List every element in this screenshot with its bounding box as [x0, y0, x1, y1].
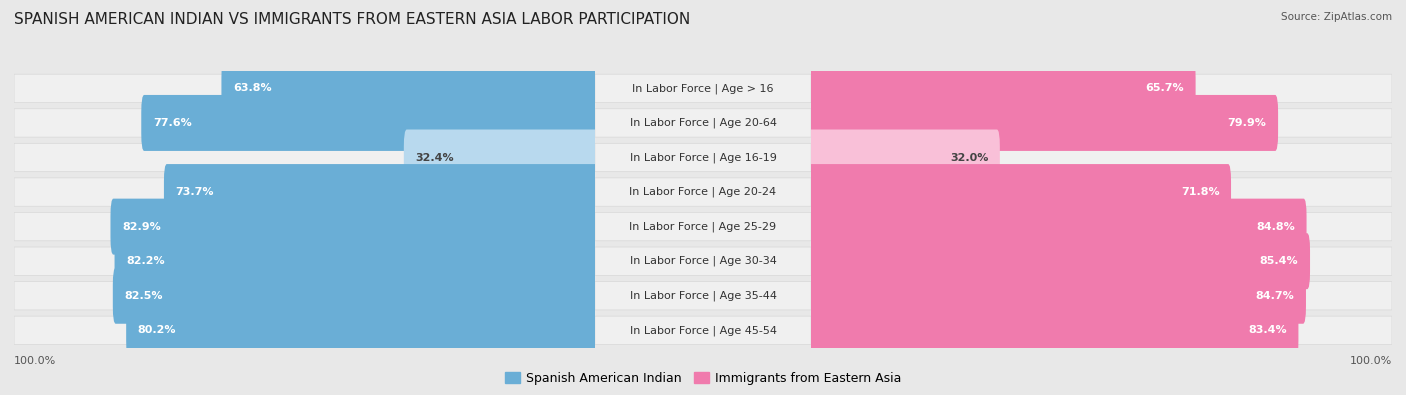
FancyBboxPatch shape	[808, 164, 1232, 220]
FancyBboxPatch shape	[14, 109, 595, 137]
Text: In Labor Force | Age 45-54: In Labor Force | Age 45-54	[630, 325, 776, 336]
FancyBboxPatch shape	[595, 74, 811, 103]
FancyBboxPatch shape	[595, 109, 811, 137]
FancyBboxPatch shape	[165, 164, 598, 220]
FancyBboxPatch shape	[595, 213, 811, 241]
FancyBboxPatch shape	[811, 109, 1392, 137]
Text: 65.7%: 65.7%	[1146, 83, 1184, 93]
FancyBboxPatch shape	[595, 178, 811, 206]
FancyBboxPatch shape	[114, 233, 598, 289]
Text: 85.4%: 85.4%	[1260, 256, 1298, 266]
Text: 79.9%: 79.9%	[1227, 118, 1267, 128]
FancyBboxPatch shape	[14, 316, 595, 344]
FancyBboxPatch shape	[811, 143, 1392, 172]
FancyBboxPatch shape	[808, 95, 1278, 151]
Text: 84.7%: 84.7%	[1256, 291, 1295, 301]
Text: In Labor Force | Age > 16: In Labor Force | Age > 16	[633, 83, 773, 94]
Text: In Labor Force | Age 20-64: In Labor Force | Age 20-64	[630, 118, 776, 128]
Text: 73.7%: 73.7%	[176, 187, 214, 197]
FancyBboxPatch shape	[811, 213, 1392, 241]
Text: In Labor Force | Age 20-24: In Labor Force | Age 20-24	[630, 187, 776, 198]
Text: 100.0%: 100.0%	[1350, 356, 1392, 365]
FancyBboxPatch shape	[14, 178, 595, 206]
Text: 77.6%: 77.6%	[153, 118, 191, 128]
Text: 82.2%: 82.2%	[127, 256, 165, 266]
Text: 82.5%: 82.5%	[124, 291, 163, 301]
FancyBboxPatch shape	[111, 199, 598, 255]
FancyBboxPatch shape	[595, 282, 811, 310]
FancyBboxPatch shape	[808, 233, 1310, 289]
Text: 83.4%: 83.4%	[1249, 325, 1286, 335]
FancyBboxPatch shape	[112, 268, 598, 324]
Text: 63.8%: 63.8%	[233, 83, 271, 93]
Text: In Labor Force | Age 25-29: In Labor Force | Age 25-29	[630, 221, 776, 232]
Text: 80.2%: 80.2%	[138, 325, 176, 335]
FancyBboxPatch shape	[808, 302, 1298, 358]
FancyBboxPatch shape	[811, 74, 1392, 103]
FancyBboxPatch shape	[808, 199, 1306, 255]
FancyBboxPatch shape	[14, 74, 595, 103]
Text: Source: ZipAtlas.com: Source: ZipAtlas.com	[1281, 12, 1392, 22]
Text: 32.4%: 32.4%	[415, 152, 454, 162]
FancyBboxPatch shape	[595, 316, 811, 344]
FancyBboxPatch shape	[14, 143, 595, 172]
FancyBboxPatch shape	[14, 213, 595, 241]
FancyBboxPatch shape	[404, 130, 598, 186]
FancyBboxPatch shape	[808, 60, 1195, 117]
FancyBboxPatch shape	[14, 282, 595, 310]
FancyBboxPatch shape	[811, 247, 1392, 275]
FancyBboxPatch shape	[221, 60, 598, 117]
Text: In Labor Force | Age 16-19: In Labor Force | Age 16-19	[630, 152, 776, 163]
FancyBboxPatch shape	[127, 302, 598, 358]
FancyBboxPatch shape	[811, 316, 1392, 344]
FancyBboxPatch shape	[14, 247, 595, 275]
Text: 100.0%: 100.0%	[14, 356, 56, 365]
Text: 84.8%: 84.8%	[1256, 222, 1295, 231]
FancyBboxPatch shape	[808, 130, 1000, 186]
FancyBboxPatch shape	[595, 247, 811, 275]
FancyBboxPatch shape	[811, 282, 1392, 310]
Text: 82.9%: 82.9%	[122, 222, 160, 231]
FancyBboxPatch shape	[811, 178, 1392, 206]
Text: 32.0%: 32.0%	[950, 152, 988, 162]
FancyBboxPatch shape	[141, 95, 598, 151]
Text: SPANISH AMERICAN INDIAN VS IMMIGRANTS FROM EASTERN ASIA LABOR PARTICIPATION: SPANISH AMERICAN INDIAN VS IMMIGRANTS FR…	[14, 12, 690, 27]
Text: 71.8%: 71.8%	[1181, 187, 1219, 197]
FancyBboxPatch shape	[808, 268, 1306, 324]
Text: In Labor Force | Age 35-44: In Labor Force | Age 35-44	[630, 290, 776, 301]
FancyBboxPatch shape	[595, 143, 811, 172]
Legend: Spanish American Indian, Immigrants from Eastern Asia: Spanish American Indian, Immigrants from…	[505, 372, 901, 385]
Text: In Labor Force | Age 30-34: In Labor Force | Age 30-34	[630, 256, 776, 267]
